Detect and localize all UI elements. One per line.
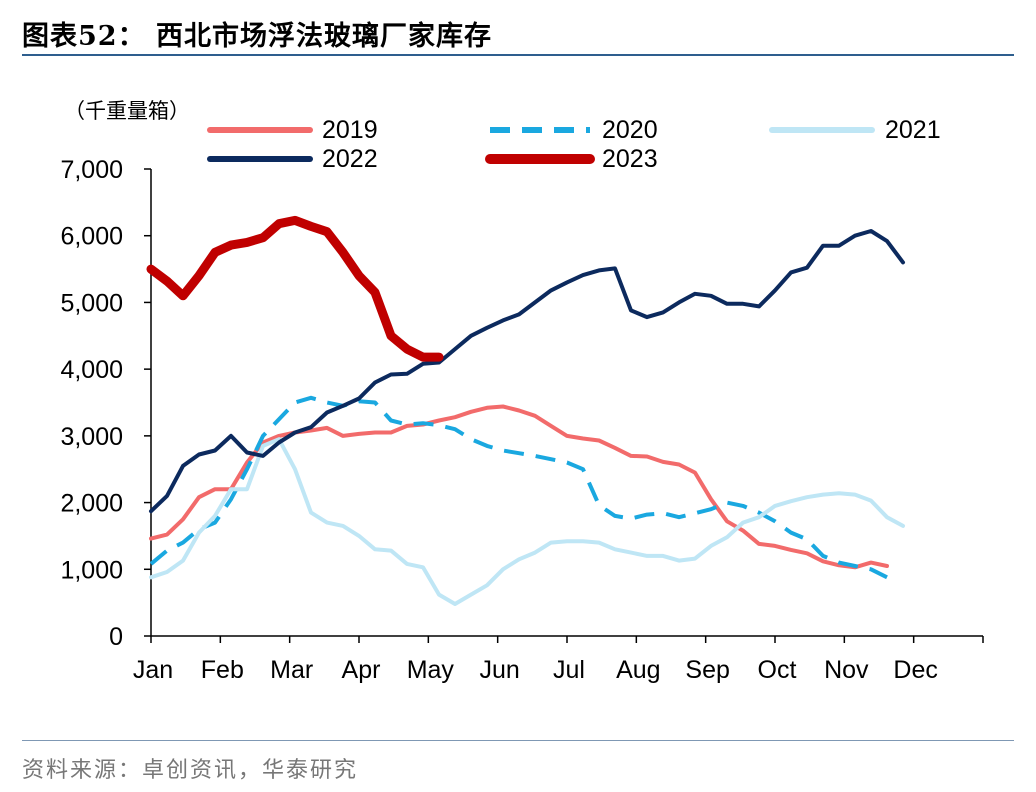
legend-label-2022: 2022	[322, 145, 378, 173]
legend-label-2021: 2021	[885, 116, 941, 144]
y-tick-label: 4,000	[60, 356, 123, 384]
x-tick-label: Mar	[270, 656, 313, 684]
x-tick-label: Jan	[133, 656, 173, 684]
legend: 2019 2020 2021 2022 2023	[207, 116, 941, 173]
source-note: 资料来源：卓创资讯，华泰研究	[22, 758, 359, 783]
legend-label-2023: 2023	[602, 145, 658, 173]
line-chart: （千重量箱） 2019 2020 2021 2022 2023 0 1,000 2,000 3…	[60, 99, 984, 684]
series-line-2022	[149, 229, 905, 514]
y-tick-label: 2,000	[60, 490, 123, 518]
legend-label-2020: 2020	[602, 116, 658, 144]
series-line-2021	[149, 437, 905, 606]
y-tick-label: 6,000	[60, 223, 123, 251]
series-line-2020	[149, 395, 888, 580]
x-tick-label: Sep	[685, 656, 729, 684]
x-axis: Jan Feb Mar Apr May Jun Jul Aug Sep Oct Nov Dec	[133, 635, 984, 684]
series-lines	[146, 215, 905, 606]
y-tick-label: 5,000	[60, 289, 123, 317]
x-tick-label: Dec	[893, 656, 937, 684]
y-axis: 0 1,000 2,000 3,000 4,000 5,000 6,000 7,000	[60, 156, 152, 651]
y-tick-label: 3,000	[60, 423, 123, 451]
x-tick-label: Apr	[342, 656, 381, 684]
title-divider	[22, 54, 1014, 56]
page-title: 图表52： 西北市场浮法玻璃厂家库存	[22, 21, 492, 52]
legend-label-2019: 2019	[322, 116, 378, 144]
x-tick-label: Aug	[616, 656, 660, 684]
series-line-2019	[149, 404, 889, 570]
y-axis-unit-label: （千重量箱）	[64, 99, 190, 123]
y-tick-label: 7,000	[60, 156, 123, 184]
x-tick-label: Nov	[824, 656, 869, 684]
x-tick-label: Jul	[553, 656, 585, 684]
x-tick-label: Feb	[201, 656, 244, 684]
x-tick-label: Oct	[758, 656, 797, 684]
footer-divider	[22, 740, 1014, 741]
y-tick-label: 1,000	[60, 556, 123, 584]
series-line-2023	[146, 215, 444, 362]
x-tick-label: Jun	[480, 656, 520, 684]
y-tick-label: 0	[109, 623, 123, 651]
x-tick-label: May	[407, 656, 455, 684]
